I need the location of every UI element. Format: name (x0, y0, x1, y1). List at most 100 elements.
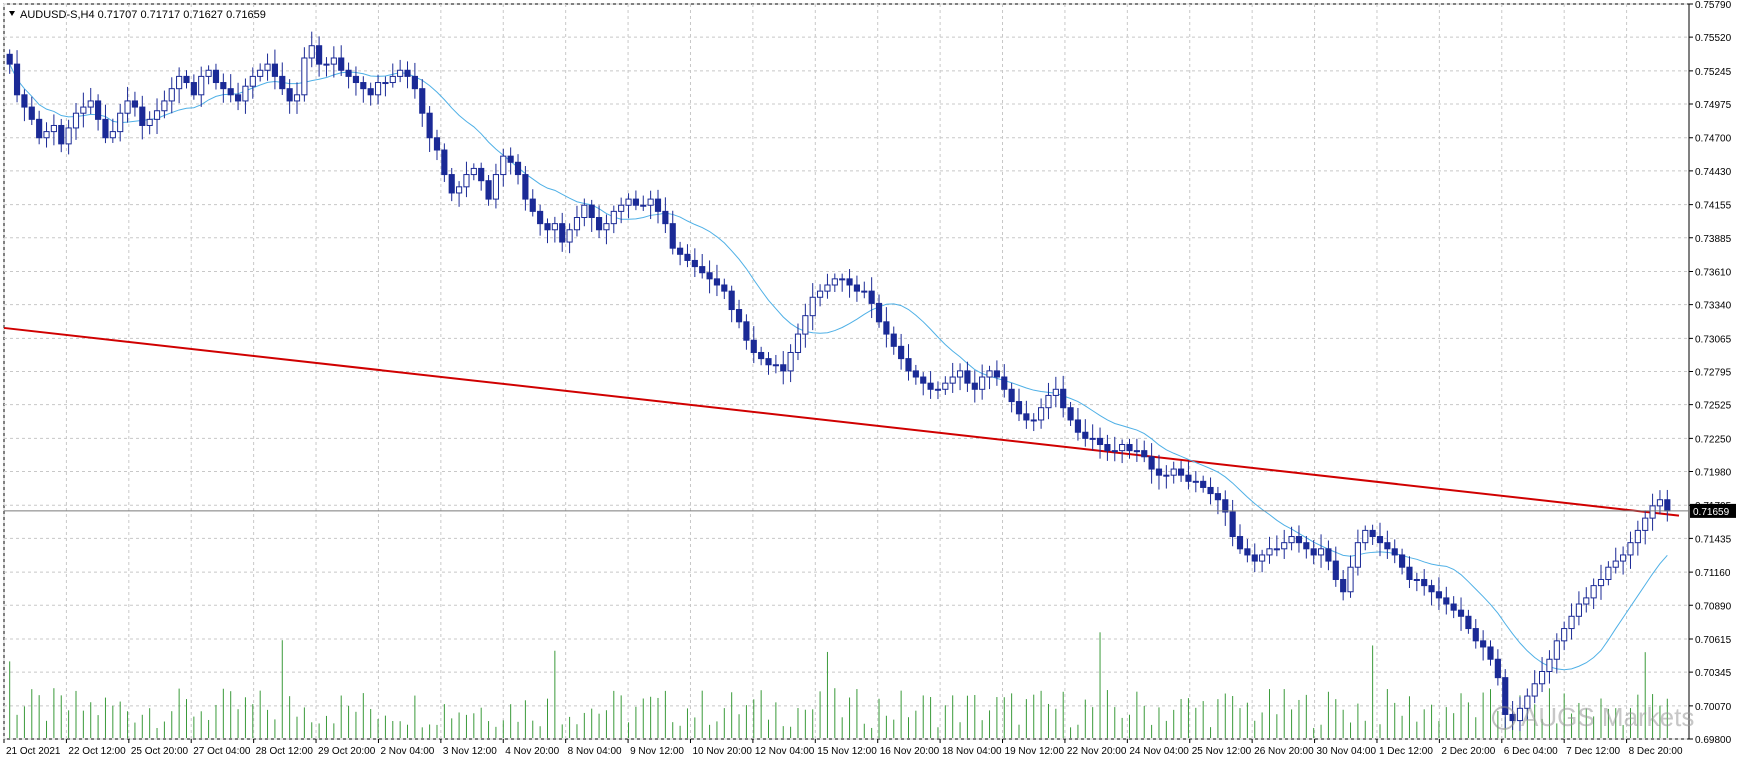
candle-bear (1480, 640, 1487, 648)
candle-bear (316, 45, 323, 65)
candle-bull (397, 69, 404, 77)
candle-bear (544, 223, 551, 231)
candle-bull (1612, 560, 1619, 568)
candle-bull (802, 315, 809, 335)
candle-bull (176, 75, 183, 90)
candle-bull (1531, 683, 1538, 697)
x-tick-label: 2 Dec 20:00 (1441, 746, 1495, 757)
price-axis: 0.75790 0.75520 0.75245 0.74975 0.74700 0.744… (4, 0, 1736, 746)
x-tick-label: 18 Nov 04:00 (942, 746, 1002, 757)
candle-bull (640, 204, 647, 207)
candle-bear (227, 88, 234, 96)
candle-bull (257, 69, 264, 77)
candle-bull (1516, 707, 1524, 722)
symbol-header: AUDUSD-S,H4 0.71707 0.71717 0.71627 0.71… (20, 9, 266, 21)
candle-bear (1207, 486, 1214, 495)
candle-bear (1421, 578, 1428, 587)
x-tick-label: 8 Nov 04:00 (568, 746, 622, 757)
candle-bull (146, 118, 153, 126)
y-tick-label: 0.69800 (1695, 735, 1732, 746)
candle-bear (1244, 548, 1251, 556)
candle-bull (382, 82, 389, 85)
candle-bear (743, 321, 750, 341)
y-tick-label: 0.70345 (1695, 668, 1732, 679)
x-tick-label: 27 Oct 04:00 (193, 746, 251, 757)
candle-bull (72, 112, 80, 129)
candle-bull (1288, 536, 1295, 544)
candle-bull (1590, 585, 1597, 599)
candles-layer (6, 31, 1671, 732)
candle-bull (1192, 480, 1199, 483)
time-axis: 21 Oct 2021 22 Oct 12:00 25 Oct 20:00 27 Oc… (3, 739, 1683, 757)
x-tick-label: 19 Nov 12:00 (1005, 746, 1065, 757)
candle-bull (861, 290, 868, 293)
candle-bull (817, 290, 824, 298)
y-tick-label: 0.73065 (1695, 334, 1732, 345)
candle-bear (6, 53, 13, 65)
trend-line (3, 326, 1680, 517)
candle-bear (279, 75, 286, 90)
candle-bull (831, 278, 838, 286)
candle-bear (1236, 536, 1244, 550)
x-tick-label: 7 Dec 12:00 (1566, 746, 1620, 757)
y-tick-label: 0.71160 (1695, 568, 1731, 579)
candle-bull (389, 75, 396, 84)
candle-bull (603, 223, 610, 231)
candle-bull (566, 229, 573, 243)
candle-bull (330, 57, 337, 65)
candle-bull (1413, 578, 1420, 581)
candle-bear (131, 100, 139, 108)
dropdown-triangle-icon[interactable] (9, 11, 15, 16)
candle-bull (979, 376, 986, 390)
current-price-badge (1690, 503, 1736, 518)
candle-bull (1089, 437, 1096, 440)
watermark-text: AUGS Markets (1521, 702, 1694, 732)
candle-bull (1273, 548, 1280, 551)
y-tick-label: 0.71435 (1695, 534, 1732, 545)
candle-bear (404, 69, 411, 77)
y-tick-label: 0.74700 (1695, 134, 1732, 145)
x-tick-label: 29 Oct 20:00 (318, 746, 376, 757)
candle-bear (1376, 536, 1384, 544)
candle-bull (772, 364, 779, 367)
y-tick-label: 0.75790 (1695, 0, 1732, 11)
candle-bear (1214, 493, 1221, 501)
candle-bull (1317, 548, 1325, 556)
x-tick-label: 1 Dec 12:00 (1379, 746, 1433, 757)
candle-bear (1155, 468, 1163, 476)
candle-bull (374, 82, 382, 96)
candle-bull (573, 217, 581, 231)
candle-bull (647, 198, 654, 206)
candle-bear (419, 88, 426, 114)
x-tick-label: 15 Nov 12:00 (817, 746, 877, 757)
candle-bear (846, 278, 853, 286)
candle-bull (794, 333, 802, 353)
candle-bull (117, 112, 124, 133)
candle-bear (632, 198, 639, 206)
candle-bull (1620, 554, 1627, 562)
candle-bear (478, 167, 485, 182)
candle-bull (1170, 468, 1177, 476)
candle-bull (1575, 603, 1582, 617)
candle-bear (728, 290, 735, 311)
candle-bear (1443, 597, 1450, 605)
candle-bull (1649, 505, 1656, 519)
candle-bear (971, 382, 978, 390)
candle-bull (1281, 542, 1288, 550)
x-tick-label: 6 Dec 04:00 (1504, 746, 1558, 757)
candle-bull (470, 167, 477, 176)
candle-bull (956, 370, 964, 378)
y-tick-label: 0.73610 (1695, 267, 1732, 278)
watermark: AUGS Markets (1492, 702, 1694, 732)
candle-bear (1251, 554, 1258, 562)
x-tick-label: 3 Nov 12:00 (443, 746, 497, 757)
candle-bear (1126, 444, 1133, 452)
y-tick-label: 0.70070 (1695, 702, 1732, 713)
candle-bear (507, 155, 514, 163)
moving-average-layer (9, 63, 1668, 671)
candle-bear (28, 106, 35, 120)
candle-bear (212, 69, 220, 84)
candle-bull (1119, 444, 1126, 452)
